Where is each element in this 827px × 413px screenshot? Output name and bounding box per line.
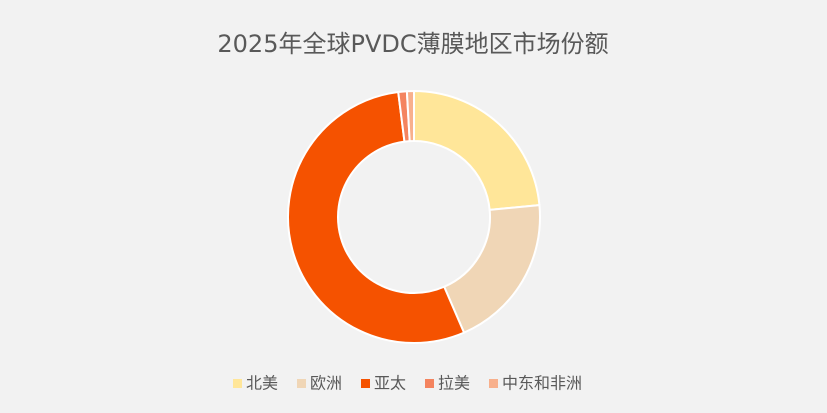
legend-label: 北美 [246, 374, 278, 393]
legend-label: 欧洲 [310, 374, 342, 393]
legend-label: 亚太 [374, 374, 406, 393]
donut-segment [287, 90, 466, 344]
legend-swatch [489, 379, 498, 388]
legend-swatch [361, 379, 370, 388]
chart-title: 2025年全球PVDC薄膜地区市场份额 [217, 30, 608, 58]
legend-label: 中东和非洲 [502, 374, 582, 393]
legend-swatch [233, 379, 242, 388]
legend-label: 拉美 [438, 374, 470, 393]
legend-swatch [297, 379, 306, 388]
legend-swatch [425, 379, 434, 388]
donut-segment [405, 89, 415, 143]
